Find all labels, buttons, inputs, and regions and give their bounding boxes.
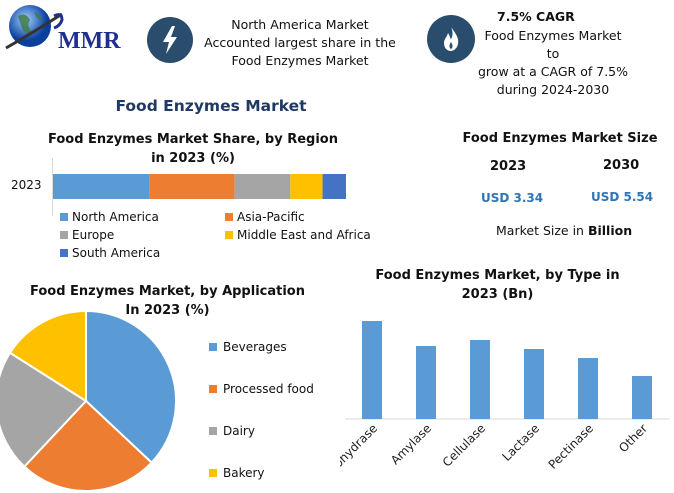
legend-swatch — [225, 213, 233, 221]
pie-slice-bakery — [8, 309, 87, 403]
page-title: Food Enzymes Market — [115, 97, 307, 115]
bar-carbohydrase — [362, 321, 382, 419]
tick-label-amylase: Amylase — [388, 421, 434, 467]
region-segment-north-america — [53, 174, 150, 199]
legend-dairy: Dairy — [209, 424, 255, 438]
pie-slice-processed-food — [22, 399, 154, 492]
legend-swatch — [209, 343, 217, 351]
region-stacked-bar — [53, 174, 346, 199]
cagr-heading: 7.5% CAGR — [497, 9, 575, 24]
region-chart-title: Food Enzymes Market Share, by Region in … — [48, 132, 338, 166]
legend-processed-food: Processed food — [209, 382, 314, 396]
legend-swatch — [209, 469, 217, 477]
value-2030: USD 5.54 — [591, 190, 654, 204]
legend-label: Bakery — [223, 466, 265, 480]
highlight-north-america: North America Market Accounted largest s… — [200, 16, 400, 70]
region-axis — [52, 158, 53, 216]
legend-asia-pacific: Asia-Pacific — [225, 210, 305, 224]
note-unit: Billion — [587, 223, 633, 238]
tick-label-pectinase: Pectinase — [546, 421, 597, 472]
region-segment-asia-pacific — [149, 174, 235, 199]
highlight-line: grow at a CAGR of 7.5% — [478, 64, 628, 79]
highlight-line: Food Enzymes Market — [231, 53, 369, 68]
pie-slice-dairy — [0, 351, 88, 469]
flame-icon — [427, 15, 475, 63]
bar-other — [632, 376, 652, 419]
region-segment-europe — [234, 174, 291, 199]
legend-swatch — [60, 231, 68, 239]
legend-label: Asia-Pacific — [237, 210, 305, 224]
legend-label: Europe — [72, 228, 115, 242]
market-size-title: Food Enzymes Market Size — [462, 131, 658, 146]
logo-text: MMR — [58, 28, 121, 54]
year-2030: 2030 — [603, 158, 640, 173]
application-pie — [0, 309, 177, 492]
legend-beverages: Beverages — [209, 340, 287, 354]
highlight-line: Food Enzymes Market to — [484, 28, 622, 61]
legend-label: North America — [72, 210, 159, 224]
tick-label-carbohydrase: Carbohydrase — [340, 421, 380, 490]
note-prefix: Market Size in — [496, 223, 588, 238]
legend-swatch — [209, 427, 217, 435]
legend-north-america: North America — [60, 210, 159, 224]
bar-lactase — [524, 349, 544, 419]
legend-south-america: South America — [60, 246, 160, 260]
legend-swatch — [60, 213, 68, 221]
legend-europe: Europe — [60, 228, 114, 242]
type-bar-chart: Carbohydrase Amylase Cellulase Lactase Pecti… — [340, 321, 670, 490]
legend-middle-east-africa: Middle East and Africa — [225, 228, 371, 242]
highlight-line: during 2024-2030 — [496, 82, 610, 97]
region-segment-middle-east-and-africa — [290, 174, 323, 199]
tick-label-lactase: Lactase — [499, 421, 542, 464]
bar-pectinase — [578, 358, 598, 419]
application-chart-title: Food Enzymes Market, by Application In 2… — [30, 284, 305, 318]
pie-slice-beverages — [85, 309, 177, 465]
legend-label: Dairy — [223, 424, 255, 438]
legend-bakery: Bakery — [209, 466, 265, 480]
region-segment-south-america — [322, 174, 346, 199]
tick-label-cellulase: Cellulase — [440, 421, 488, 469]
legend-swatch — [60, 249, 68, 257]
highlight-cagr: Food Enzymes Market to grow at a CAGR of… — [478, 27, 628, 99]
type-chart-title: Food Enzymes Market, by Type in 2023 (Bn… — [375, 268, 620, 302]
year-2023: 2023 — [490, 159, 527, 174]
region-category-label: 2023 — [11, 178, 42, 192]
highlight-line: Accounted largest share in the — [204, 35, 396, 50]
bar-cellulase — [470, 340, 490, 419]
market-size-note: Market Size in Billion — [496, 223, 632, 238]
legend-swatch — [209, 385, 217, 393]
value-2023: USD 3.34 — [481, 191, 544, 205]
bar-amylase — [416, 346, 436, 419]
mmr-logo: MMR — [4, 2, 128, 60]
legend-label: Middle East and Africa — [237, 228, 371, 242]
tick-label-other: Other — [616, 421, 650, 455]
legend-label: South America — [72, 246, 161, 260]
globe-icon — [5, 5, 64, 50]
legend-label: Beverages — [223, 340, 287, 354]
legend-label: Processed food — [223, 382, 314, 396]
highlight-line: North America Market — [231, 17, 369, 32]
lightning-bolt-icon — [147, 17, 193, 63]
legend-swatch — [225, 231, 233, 239]
